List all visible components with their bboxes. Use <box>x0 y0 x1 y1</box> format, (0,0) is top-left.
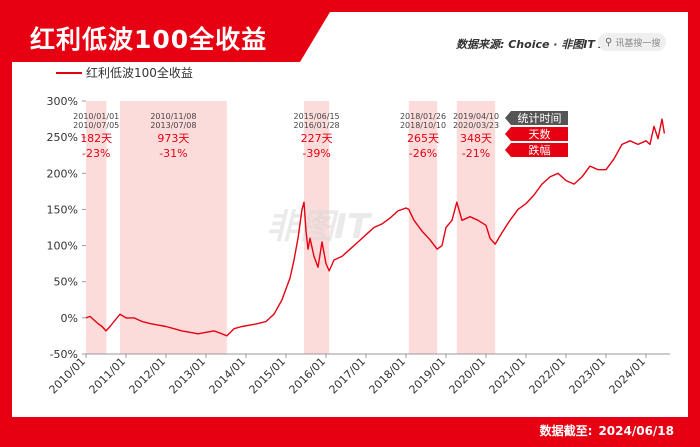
footer-date: 数据截至: 2024/06/18 <box>540 422 674 439</box>
y-tick-label-6: 250% <box>47 131 78 144</box>
search-box[interactable]: ⚲ 讯基搜一搜 <box>598 33 666 51</box>
x-tick-label-9: 2019/01 <box>407 355 449 397</box>
frame-border-top <box>0 0 700 12</box>
drawdown-end-2: 2016/01/28 <box>294 121 340 130</box>
x-tick-label-1: 2011/01 <box>87 355 129 397</box>
x-tick-label-11: 2021/01 <box>487 355 529 397</box>
search-placeholder: 讯基搜一搜 <box>615 38 661 49</box>
drawdown-days-2: 227天 <box>301 132 333 145</box>
y-tick-label-3: 100% <box>47 240 78 253</box>
drawdown-days-0: 182天 <box>80 132 112 145</box>
x-tick-label-0: 2010/01 <box>47 355 89 397</box>
drawdown-band-1 <box>120 101 227 354</box>
drawdown-end-4: 2020/03/23 <box>453 121 499 130</box>
x-tick-label-5: 2015/01 <box>247 355 289 397</box>
tag-bg-0 <box>505 111 568 125</box>
footer-date-value: 2024/06/18 <box>598 424 674 438</box>
y-tick-label-0: -50% <box>50 348 78 361</box>
drawdown-band-3 <box>408 101 438 354</box>
drawdown-start-4: 2019/04/10 <box>453 112 499 121</box>
drawdown-start-3: 2018/01/26 <box>400 112 446 121</box>
legend-swatch <box>56 71 82 74</box>
drawdown-band-0 <box>86 101 107 354</box>
drawdown-drop-3: -26% <box>409 147 437 160</box>
drawdown-start-0: 2010/01/01 <box>73 112 119 121</box>
drawdown-start-2: 2015/06/15 <box>294 112 340 121</box>
y-tick-label-7: 300% <box>47 95 78 108</box>
page-title: 红利低波100全收益 <box>30 25 268 54</box>
x-tick-label-12: 2022/01 <box>527 355 569 397</box>
drawdown-end-3: 2018/10/10 <box>400 121 446 130</box>
y-tick-label-5: 200% <box>47 167 78 180</box>
drawdown-start-1: 2010/11/08 <box>150 112 196 121</box>
drawdown-band-4 <box>456 101 496 354</box>
y-tick-label-2: 50% <box>54 276 78 289</box>
x-tick-label-10: 2020/01 <box>447 355 489 397</box>
drawdown-drop-1: -31% <box>159 147 187 160</box>
legend-label: 红利低波100全收益 <box>86 66 193 80</box>
y-tick-label-1: 0% <box>61 312 78 325</box>
drawdown-days-3: 265天 <box>407 132 439 145</box>
watermark: 非图IT <box>266 207 373 247</box>
tag-bg-1 <box>505 127 568 141</box>
data-source: 数据来源: Choice · 非图IT App <box>456 38 623 51</box>
drawdown-drop-4: -21% <box>462 147 490 160</box>
drawdown-end-0: 2010/07/05 <box>73 121 119 130</box>
frame-border-left <box>0 0 12 447</box>
drawdown-days-1: 973天 <box>157 132 189 145</box>
tag-bg-2 <box>505 143 568 157</box>
frame-border-right <box>688 0 700 447</box>
x-tick-label-4: 2014/01 <box>207 355 249 397</box>
footer-label: 数据截至: <box>539 424 593 438</box>
x-tick-label-8: 2018/01 <box>367 355 409 397</box>
drawdown-drop-2: -39% <box>302 147 330 160</box>
title-tab <box>0 12 330 62</box>
y-tick-label-4: 150% <box>47 203 78 216</box>
frame-border-bottom <box>0 417 700 447</box>
x-tick-label-13: 2023/01 <box>567 355 609 397</box>
x-tick-label-14: 2024/01 <box>607 355 649 397</box>
drawdown-band-2 <box>304 101 330 354</box>
tag-label-2: 跌幅 <box>529 143 551 157</box>
drawdown-end-1: 2013/07/08 <box>150 121 196 130</box>
x-tick-label-3: 2013/01 <box>167 355 209 397</box>
search-icon: ⚲ <box>605 36 613 48</box>
x-tick-label-2: 2012/01 <box>127 355 169 397</box>
tag-label-1: 天数 <box>529 128 551 141</box>
x-tick-label-7: 2017/01 <box>327 355 369 397</box>
tag-label-0: 统计时间 <box>518 112 562 125</box>
drawdown-drop-0: -23% <box>82 147 110 160</box>
drawdown-days-4: 348天 <box>460 132 492 145</box>
x-tick-label-6: 2016/01 <box>287 355 329 397</box>
series-line-0 <box>85 118 666 337</box>
legend: 红利低波100全收益 <box>56 64 193 81</box>
